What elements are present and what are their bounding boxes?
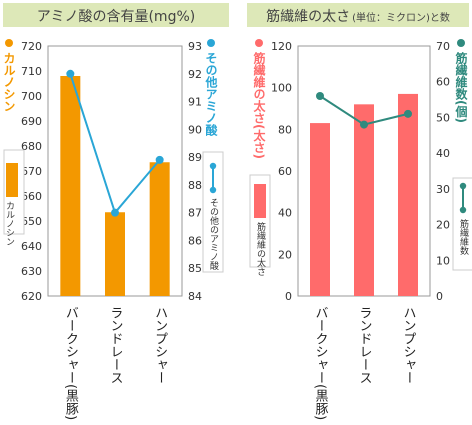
chart2-right-tick-label: 40 xyxy=(436,147,450,160)
chart2-right-axis-dot xyxy=(457,39,465,47)
chart1-left-axis-dot xyxy=(5,39,13,47)
chart1-right-tick-label: 84 xyxy=(188,290,202,303)
chart2-left-tick-label: 40 xyxy=(278,207,292,220)
chart1-left-tick-label: 640 xyxy=(21,240,42,253)
chart1-legend-carnosine: カルノシン xyxy=(3,149,25,246)
chart1-legend-swatch-bar xyxy=(6,163,18,197)
chart1-right-tick-label: 87 xyxy=(188,207,202,220)
chart1-category-label-3: ハンプシャー xyxy=(152,306,167,384)
chart2-category-label-2: ランドレース xyxy=(357,306,372,384)
chart2-left-axis-label: 筋繊維の太さ(太さ) xyxy=(252,51,266,159)
chart1-series-line xyxy=(69,73,161,215)
chart2-legend-label-fiber-thickness: 筋繊維の太さ xyxy=(255,221,266,276)
chart2-right-tick-label: 10 xyxy=(436,254,450,267)
chart1-left-tick-label: 720 xyxy=(21,40,42,53)
chart2-legend-fiber-thickness: 筋繊維の太さ xyxy=(249,174,271,276)
chart2-bar-2 xyxy=(354,104,374,296)
chart2-category-label-3: ハンプシャー xyxy=(401,306,416,384)
chart2-left-tick-label: 20 xyxy=(278,248,292,261)
chart1-legend-swatch-dot-bottom xyxy=(209,186,217,194)
chart1-category-labels: バークシャー(黒豚) ランドレース ハンプシャー xyxy=(63,306,167,420)
chart2-bars xyxy=(310,93,418,297)
chart2-title-bar xyxy=(247,3,469,27)
chart1-left-tick-label: 680 xyxy=(21,140,42,153)
chart2-right-axis-label: 筋繊維数(個) xyxy=(454,51,468,123)
chart1-legend-box-right xyxy=(202,151,224,273)
chart2-right-tick-label: 50 xyxy=(436,111,450,124)
chart2-title-main: 筋繊維の太さ xyxy=(266,8,350,25)
chart1-left-tick-label: 620 xyxy=(21,290,42,303)
chart2-line xyxy=(316,92,412,129)
chart1-legend-other-amino: その他のアミノ酸 xyxy=(202,151,224,273)
chart2-category-label-1: バークシャー(黒豚) xyxy=(313,306,329,420)
chart1-right-tick-label: 91 xyxy=(188,96,202,109)
chart1-bar-3 xyxy=(149,162,170,296)
chart1-category-label-1: バークシャー(黒豚) xyxy=(63,306,79,420)
chart1-left-tick-label: 660 xyxy=(21,190,42,203)
chart2-line-point-2 xyxy=(360,120,368,129)
chart1-title-bar xyxy=(3,3,229,27)
chart1-right-tick-label: 93 xyxy=(188,40,202,53)
chart2-left-tick-label: 0 xyxy=(285,290,292,303)
chart1-right-tick-label: 92 xyxy=(188,68,202,81)
chart2-category-labels: バークシャー(黒豚) ランドレース ハンプシャー xyxy=(313,306,416,420)
chart2-left-tick-label: 120 xyxy=(271,40,292,53)
chart1-left-tick-label: 630 xyxy=(21,265,42,278)
chart2-bar-1 xyxy=(310,123,330,296)
chart2-right-ticks: 0 10 20 30 40 50 60 70 xyxy=(436,40,450,303)
chart1-right-tick-label: 89 xyxy=(188,151,202,164)
chart2-legend-swatch-dot-bottom xyxy=(459,206,467,214)
chart2-right-tick-label: 0 xyxy=(436,290,443,303)
chart1-right-axis-dot xyxy=(207,39,215,47)
chart1-left-ticks: 620 630 640 650 660 670 680 690 700 710 720 xyxy=(21,40,42,303)
chart2-legend-swatch-dot-top xyxy=(459,182,467,190)
chart1-legend-label-other-amino: その他のアミノ酸 xyxy=(208,198,219,271)
chart1-legend-label-carnosine: カルノシン xyxy=(4,201,15,246)
chart2-left-tick-label: 100 xyxy=(271,82,292,95)
chart2-line-point-1 xyxy=(316,92,324,100)
chart1-line-point-1 xyxy=(66,69,75,78)
chart2-left-tick-label: 80 xyxy=(278,123,292,136)
chart2-left-axis-dot xyxy=(255,39,263,47)
chart1-left-tick-label: 700 xyxy=(21,90,42,103)
chart2-right-tick-label: 20 xyxy=(436,219,450,232)
chart1-title: アミノ酸の含有量(mg%) xyxy=(37,9,195,25)
chart1-right-tick-label: 90 xyxy=(188,123,202,136)
chart2-left-tick-label: 60 xyxy=(278,165,292,178)
chart2-legend-swatch-bar xyxy=(254,184,266,218)
chart2-legend-label-fiber-count: 筋繊維数 xyxy=(458,218,469,256)
chart1-line-point-2 xyxy=(111,208,119,217)
chart1-line xyxy=(66,69,164,217)
chart2-line-point-3 xyxy=(404,109,412,118)
chart2-title-unit: (単位：ミクロン)と数 xyxy=(352,11,450,24)
chart1-bars xyxy=(60,76,170,296)
chart2-right-tick-label: 70 xyxy=(436,40,450,53)
chart1-left-tick-label: 670 xyxy=(21,165,42,178)
chart1-left-tick-label: 650 xyxy=(21,215,42,228)
chart2-legend-fiber-count: 筋繊維数 xyxy=(452,177,472,271)
chart1-right-tick-label: 86 xyxy=(188,234,202,247)
chart2-legend-box-right xyxy=(452,177,472,271)
chart2-right-tick-label: 30 xyxy=(436,183,450,196)
chart1-right-tick-label: 88 xyxy=(188,179,202,192)
chart2-left-ticks: 0 20 40 60 80 100 120 xyxy=(271,40,292,303)
chart1-left-tick-label: 690 xyxy=(21,115,42,128)
chart1-left-axis-label: カルノシン xyxy=(2,52,16,112)
chart1-legend-swatch-dot-top xyxy=(209,162,217,170)
chart1-right-ticks: 84 85 86 87 88 89 90 91 92 93 xyxy=(188,40,202,303)
chart2-right-tick-label: 60 xyxy=(436,76,450,89)
chart2-title: 筋繊維の太さ (単位：ミクロン)と数 xyxy=(266,8,450,25)
chart1-category-label-2: ランドレース xyxy=(108,306,123,384)
chart1-left-tick-label: 710 xyxy=(21,65,42,78)
chart-muscle-fiber: 筋繊維の太さ (単位：ミクロン)と数 筋繊維の太さ(太さ) 筋繊維数(個) 020… xyxy=(247,3,472,420)
chart2-bar-3 xyxy=(398,93,418,297)
chart1-line-point-3 xyxy=(155,155,164,164)
chart1-bar-1 xyxy=(60,76,81,296)
chart-amino-acid: アミノ酸の含有量(mg%) カルノシン その他アミノ酸 620 630 640 650… xyxy=(2,3,229,420)
chart1-right-tick-label: 85 xyxy=(188,262,202,275)
chart1-right-axis-label: その他アミノ酸 xyxy=(204,52,218,137)
chart1-bar-2 xyxy=(105,212,125,296)
